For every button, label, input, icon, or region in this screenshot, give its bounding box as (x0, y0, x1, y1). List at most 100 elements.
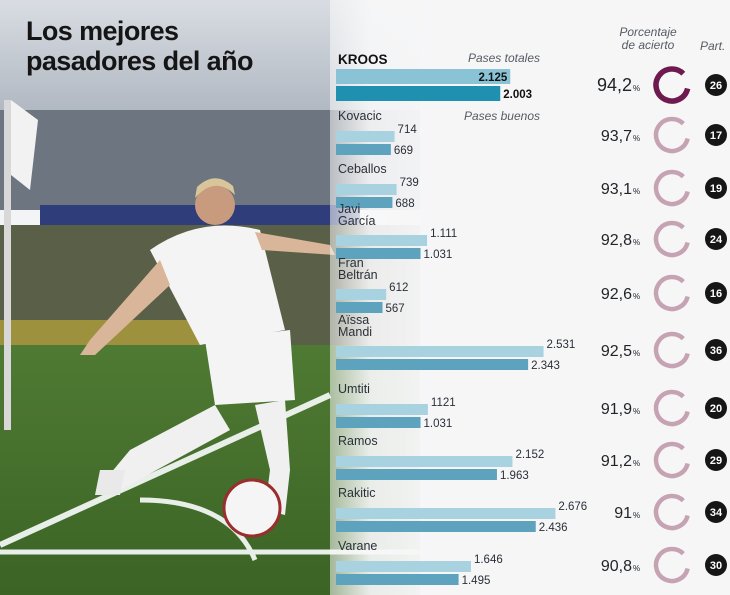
player-name: Varane (338, 539, 377, 553)
total-passes-label: 2.152 (515, 449, 544, 461)
games-badge (705, 282, 727, 304)
player-name: Kovacic (338, 109, 382, 123)
good-passes-label: 567 (385, 303, 404, 315)
total-passes-bar (336, 69, 511, 84)
accuracy-unit: % (633, 349, 640, 358)
ball (222, 478, 282, 538)
games-value: 36 (710, 345, 722, 357)
accuracy-value: 92,8 (601, 232, 632, 249)
games-header: Part. (700, 39, 726, 53)
good-passes-bar (336, 86, 501, 101)
title-line-2: pasadores del año (26, 46, 253, 76)
player-figure (80, 178, 335, 538)
total-passes-bar (336, 404, 428, 415)
corner-flag (4, 100, 38, 430)
good-passes-bar (336, 359, 529, 370)
accuracy-ring (653, 116, 690, 154)
good-passes-label: 1.031 (424, 418, 453, 430)
accuracy-value: 92,5 (601, 343, 632, 360)
accuracy-unit: % (633, 292, 640, 301)
player-row: KROOS 2.125 2.003 94,2% 26 (336, 52, 727, 104)
accuracy-ring (653, 220, 690, 258)
total-passes-label: 1121 (431, 397, 456, 409)
total-passes-label: 2.125 (478, 72, 507, 84)
player-row: Ceballos 739 688 93,1% 19 (336, 162, 727, 210)
good-passes-bar (336, 248, 421, 259)
svg-text:Beltrán: Beltrán (338, 268, 378, 282)
games-value: 19 (710, 183, 722, 195)
games-value: 34 (710, 507, 723, 519)
svg-text:Fran: Fran (338, 256, 364, 270)
total-passes-label: 2.676 (558, 501, 587, 513)
player-name: Rakitic (338, 486, 376, 500)
player-row: Umtiti 1121 1.031 91,9% 20 (336, 382, 727, 430)
player-row: Ramos 2.152 1.963 91,2% 29 (336, 434, 727, 482)
games-badge (705, 501, 727, 523)
good-passes-bar (336, 574, 459, 585)
player-name: Ceballos (338, 162, 387, 176)
good-passes-label: 2.003 (503, 89, 532, 101)
accuracy-value: 91 (614, 505, 632, 522)
player-name: Ramos (338, 434, 378, 448)
accuracy-ring (653, 169, 690, 207)
accuracy-unit: % (633, 564, 640, 573)
games-value: 24 (710, 234, 723, 246)
player-row: Varane 1.646 1.495 90,8% 30 (336, 539, 727, 587)
accuracy-value: 93,7 (601, 128, 632, 145)
svg-text:García: García (338, 214, 376, 228)
accuracy-unit: % (633, 84, 640, 93)
accuracy-unit: % (633, 407, 640, 416)
good-passes-label: 1.031 (424, 249, 453, 261)
games-badge (705, 339, 727, 361)
good-passes-bar (336, 144, 391, 155)
svg-text:Aïssa: Aïssa (338, 313, 369, 327)
accuracy-value: 93,1 (601, 181, 632, 198)
total-passes-label: 1.646 (474, 554, 503, 566)
good-passes-header: Pases buenos (463, 109, 540, 123)
accuracy-value: 94,2 (597, 75, 632, 95)
games-value: 20 (710, 403, 722, 415)
accuracy-ring (653, 331, 690, 369)
accuracy-unit: % (633, 459, 640, 468)
games-badge (705, 397, 727, 419)
corner-arc (139, 497, 258, 561)
total-passes-bar (336, 561, 471, 572)
good-passes-label: 1.495 (462, 575, 491, 587)
games-badge (705, 228, 727, 250)
total-passes-label: 739 (400, 177, 419, 189)
good-passes-bar (336, 469, 497, 480)
good-passes-bar (336, 521, 536, 532)
games-value: 26 (710, 80, 722, 92)
total-passes-header: Pases totales (467, 51, 540, 65)
total-passes-label: 2.531 (547, 339, 576, 351)
svg-text:Mandi: Mandi (338, 325, 372, 339)
total-passes-bar (336, 235, 428, 246)
accuracy-unit: % (633, 511, 640, 520)
total-passes-label: 1.111 (430, 228, 457, 240)
accuracy-ring (653, 274, 690, 312)
total-passes-bar (336, 346, 544, 357)
good-passes-label: 669 (394, 145, 413, 157)
accuracy-unit: % (633, 187, 640, 196)
good-passes-label: 1.963 (500, 470, 529, 482)
accuracy-ring (653, 441, 690, 479)
accuracy-ring (653, 546, 690, 584)
total-passes-bar (336, 456, 513, 467)
total-passes-bar (336, 184, 397, 195)
svg-text:Javi: Javi (338, 202, 360, 216)
games-badge (705, 177, 727, 199)
player-name: KROOS (338, 52, 388, 67)
infographic-title: Los mejores pasadores del año (26, 16, 253, 76)
good-passes-bar (336, 197, 393, 208)
accuracy-header: Porcentaje de acierto (619, 25, 677, 52)
accuracy-ring (653, 493, 690, 531)
games-badge (705, 554, 727, 576)
